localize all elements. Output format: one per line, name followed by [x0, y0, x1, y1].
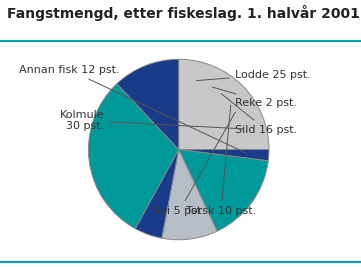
Wedge shape [162, 150, 217, 240]
Text: Torsk 10 pst.: Torsk 10 pst. [186, 105, 256, 216]
Wedge shape [88, 84, 179, 229]
Text: Sei 5 pst.: Sei 5 pst. [153, 112, 235, 216]
Text: Annan fisk 12 pst.: Annan fisk 12 pst. [19, 65, 247, 153]
Text: Lodde 25 pst.: Lodde 25 pst. [197, 70, 310, 81]
Wedge shape [179, 59, 269, 150]
Wedge shape [179, 150, 269, 161]
Text: Reke 2 pst.: Reke 2 pst. [212, 87, 297, 108]
Wedge shape [117, 59, 179, 150]
Text: Kolmule
30 pst.: Kolmule 30 pst. [60, 110, 243, 131]
Wedge shape [179, 150, 268, 231]
Text: Fangstmengd, etter fiskeslag. 1. halvår 2001. Prosent: Fangstmengd, etter fiskeslag. 1. halvår … [7, 5, 361, 21]
Text: Sild 16 pst.: Sild 16 pst. [221, 94, 297, 135]
Wedge shape [135, 150, 179, 238]
